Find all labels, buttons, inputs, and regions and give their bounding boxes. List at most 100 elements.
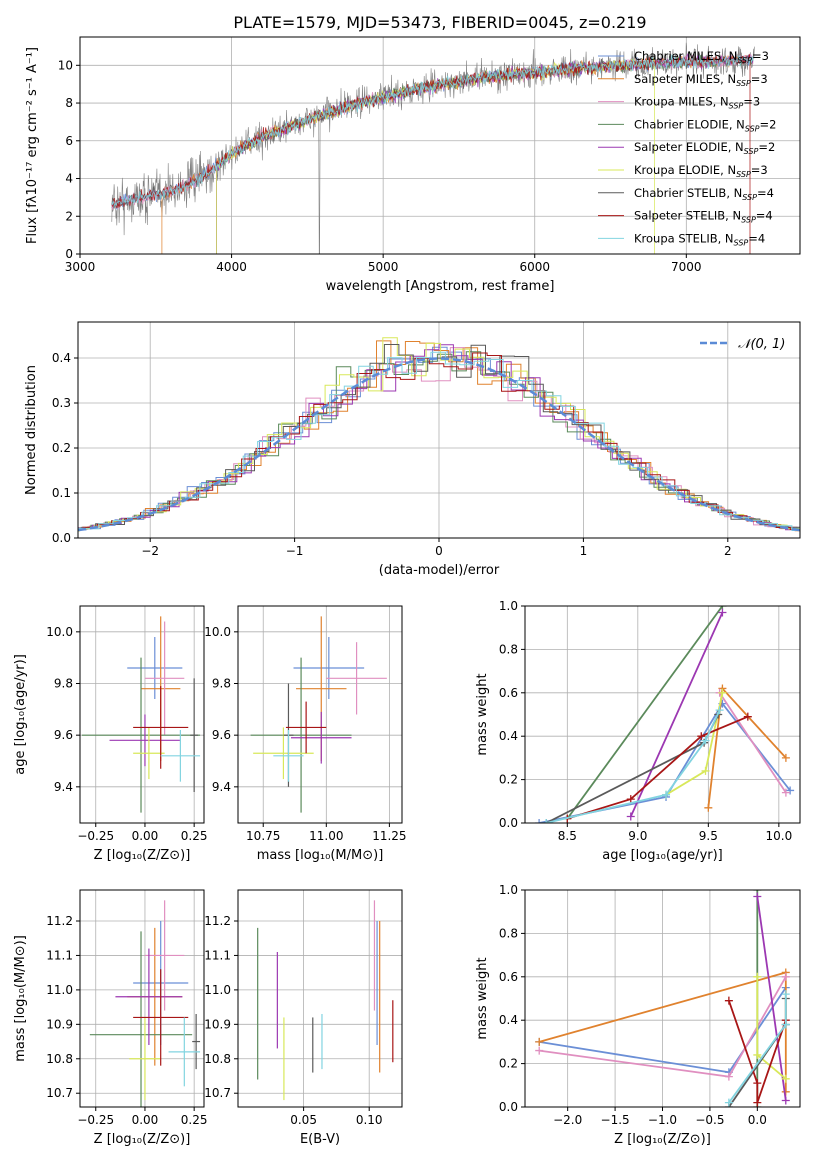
mass_vs_Z-plot-area xyxy=(89,900,201,1107)
weight-marker xyxy=(718,688,727,697)
errorbar-point xyxy=(160,730,201,782)
spectrum-ytick-label: 2 xyxy=(65,209,73,223)
residual-histogram xyxy=(78,352,800,530)
weight-marker xyxy=(542,819,551,823)
mass_vs_Z-ytick-label: 10.8 xyxy=(46,1052,73,1066)
residuals-plot-area xyxy=(78,337,800,532)
age_vs_mass-xtick-label: 10.75 xyxy=(246,829,280,843)
spectrum-model-line xyxy=(111,53,754,209)
weight_vs_Z-ytick-label: 0.8 xyxy=(499,926,518,940)
weight_vs_age-xtick-label: 9.5 xyxy=(699,829,718,843)
residual-legend-label: 𝒩(0, 1) xyxy=(738,337,785,352)
weight-marker xyxy=(535,1046,544,1055)
residuals-xtick-label: 0 xyxy=(435,544,443,558)
weight_vs_Z-frame xyxy=(524,889,801,1108)
errorbar-point xyxy=(133,686,189,769)
mass_vs_ebv-plot-area xyxy=(257,900,394,1101)
weight_vs_age-xtick-label: 8.5 xyxy=(558,829,577,843)
weight-marker xyxy=(753,1098,762,1107)
errorbar-point xyxy=(109,714,181,767)
age_vs_Z-xtick-label: 0.00 xyxy=(132,829,159,843)
weight-marker xyxy=(781,1020,790,1029)
age_vs_Z-grid xyxy=(80,606,204,823)
age_vs_Z-ytick-label: 9.8 xyxy=(54,677,73,691)
age_vs_mass-frame xyxy=(237,605,403,824)
errorbar-point xyxy=(290,711,352,764)
weight_vs_Z-ytick-label: 0.4 xyxy=(499,1013,518,1027)
residuals-xtick-label: 1 xyxy=(580,544,588,558)
mass_vs_ebv-ytick-label: 11.1 xyxy=(204,948,231,962)
spectrum-xtick-label: 6000 xyxy=(519,260,550,274)
mass_vs_Z-grid xyxy=(80,890,204,1107)
errorbar-point xyxy=(250,657,352,813)
weight-marker xyxy=(704,803,713,812)
weight_vs_Z-xtick-label: −1.0 xyxy=(648,1113,677,1127)
mass_vs_ebv-xlabel: E(B-V) xyxy=(300,1132,340,1147)
weight-marker xyxy=(718,608,727,617)
mass_vs_Z-frame xyxy=(79,889,205,1108)
weight-marker xyxy=(724,996,733,1005)
weight_vs_Z-ylabel: mass weight xyxy=(475,957,490,1039)
age_vs_mass-ytick-label: 9.6 xyxy=(212,728,231,742)
weight-series-line xyxy=(545,709,721,823)
weight_vs_Z-panel: −2.0 −1.5 −1.0 −0.5 0.0 0.0 0.2 0.4 0.6 0.8 1.0 Z [… xyxy=(475,883,801,1147)
spectrum-legend-entry: Chabrier MILES, NSSP=3 xyxy=(634,49,769,65)
mass_vs_ebv-ytick-label: 10.9 xyxy=(204,1017,231,1031)
mass_vs_ebv-ytick-label: 11.2 xyxy=(204,914,231,928)
spectrum-legend-entry: Kroupa ELODIE, NSSP=3 xyxy=(634,163,768,179)
spectrum-panel: 3000 4000 5000 6000 7000 0 2 4 6 8 10 wavelength [A… xyxy=(25,36,801,294)
mass_vs_ebv-xtick-label: 0.05 xyxy=(290,1113,317,1127)
errorbar-point xyxy=(115,948,183,1045)
weight-marker xyxy=(701,736,710,745)
weight_vs_Z-xtick-label: 0.0 xyxy=(748,1113,767,1127)
residuals-ytick-label: 0.3 xyxy=(52,396,71,410)
spectrum-xtick-label: 5000 xyxy=(368,260,399,274)
spectrum-legend-entry: Kroupa MILES, NSSP=3 xyxy=(634,95,760,111)
mass_vs_Z-ytick-label: 10.9 xyxy=(46,1017,73,1031)
residuals-ytick-label: 0.1 xyxy=(52,486,71,500)
weight-marker xyxy=(781,972,790,981)
residual-histogram xyxy=(78,351,800,531)
errorbar-point xyxy=(81,657,201,813)
age_vs_Z-plot-area xyxy=(81,616,201,813)
residuals-ytick-label: 0.2 xyxy=(52,441,71,455)
mass_vs_Z-ylabel: mass [log₁₀(M/M⊙)] xyxy=(13,935,28,1062)
weight_vs_Z-ytick-label: 0.2 xyxy=(499,1057,518,1071)
weight_vs_age-xtick-label: 9.0 xyxy=(628,829,647,843)
residuals-xtick-label: −2 xyxy=(141,544,159,558)
spectrum-model-line xyxy=(111,53,751,254)
weight-marker xyxy=(753,972,762,981)
residuals-panel: −2 −1 0 1 2 0.0 0.1 0.2 0.3 0.4 (data-model)/error… xyxy=(24,321,801,578)
weight_vs_age-xtick-label: 10.0 xyxy=(765,829,792,843)
errorbar-point xyxy=(144,621,185,736)
spectrum-xtick-label: 7000 xyxy=(671,260,702,274)
weight_vs_age-ytick-label: 0.0 xyxy=(499,816,518,830)
weight-series-line xyxy=(567,715,749,820)
weight_vs_age-ytick-label: 0.2 xyxy=(499,773,518,787)
errorbar-point xyxy=(192,1014,201,1070)
age_vs_Z-ytick-label: 10.0 xyxy=(46,625,73,639)
spectrum-ytick-label: 0 xyxy=(65,247,73,261)
residuals-frame xyxy=(77,321,801,539)
errorbar-point xyxy=(273,730,304,782)
weight-marker xyxy=(786,786,795,795)
weight_vs_age-ytick-label: 1.0 xyxy=(499,599,518,613)
weight_vs_age-xlabel: age [log₁₀(age/yr)] xyxy=(602,848,723,863)
errorbar-point xyxy=(168,1017,201,1087)
weight_vs_Z-ytick-label: 0.0 xyxy=(499,1100,518,1114)
weight_vs_age-ytick-label: 0.6 xyxy=(499,686,518,700)
weight_vs_age-plot-area xyxy=(535,606,795,823)
weight_vs_age-ytick-label: 0.8 xyxy=(499,642,518,656)
weight-marker xyxy=(743,712,752,721)
residuals-xtick-label: 2 xyxy=(724,544,732,558)
errorbar-point xyxy=(144,900,185,1011)
weight_vs_age-grid xyxy=(525,605,800,824)
spectrum-legend-entry: Chabrier ELODIE, NSSP=2 xyxy=(634,117,776,133)
errorbar-point xyxy=(127,637,183,699)
weight-marker xyxy=(724,1098,733,1107)
weight_vs_Z-xtick-label: −2.0 xyxy=(553,1113,582,1127)
weight-marker xyxy=(753,892,762,901)
weight-series-line xyxy=(718,692,787,794)
residuals-xlabel: (data-model)/error xyxy=(379,563,500,578)
residuals-ylabel: Normed distribution xyxy=(24,365,39,495)
